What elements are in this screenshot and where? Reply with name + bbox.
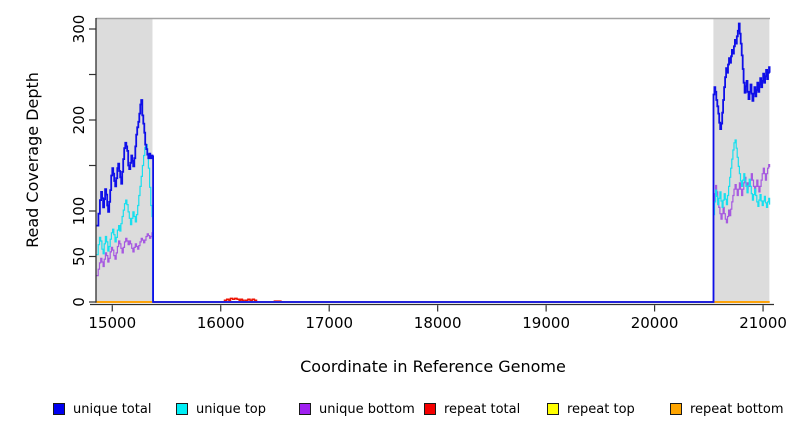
chart-canvas: 15000 16000 17000 18000 19000 20000 21000 0 50 10…	[23, 15, 787, 376]
tick-labels: 15000 16000 17000 18000 19000 20000 21000 0 50 10…	[70, 15, 787, 332]
legend-label: unique top	[196, 401, 267, 417]
legend-item-repeat-bottom: repeat bottom	[670, 399, 784, 419]
legend: unique total unique top unique bottom repea…	[0, 399, 792, 429]
y-tick-label: 300	[70, 15, 88, 44]
legend-item-repeat-top: repeat top	[547, 399, 635, 419]
legend-item-unique-top: unique top	[176, 399, 266, 419]
y-tick-label: 50	[70, 247, 88, 266]
x-tick-label: 16000	[197, 314, 245, 332]
x-tick-label: 17000	[305, 314, 353, 332]
highlight-regions	[96, 19, 770, 303]
x-tick-label: 15000	[88, 314, 136, 332]
legend-swatch	[547, 403, 559, 415]
legend-swatch	[670, 403, 682, 415]
y-axis-title: Read Coverage Depth	[23, 72, 42, 248]
x-axis-title: Coordinate in Reference Genome	[300, 357, 566, 376]
x-tick-label: 21000	[739, 314, 787, 332]
series-line-unique-bottom	[96, 164, 771, 303]
legend-item-unique-total: unique total	[53, 399, 151, 419]
legend-swatch	[176, 403, 188, 415]
legend-swatch	[53, 403, 65, 415]
series-lines	[96, 22, 771, 303]
legend-label: repeat top	[567, 401, 635, 417]
legend-item-unique-bottom: unique bottom	[299, 399, 415, 419]
highlight-region	[713, 19, 770, 303]
legend-item-repeat-total: repeat total	[424, 399, 520, 419]
y-tick-label: 100	[70, 197, 88, 226]
series-line-unique-total	[96, 22, 771, 303]
series-line-unique-top	[96, 139, 771, 303]
legend-swatch	[424, 403, 436, 415]
y-tick-label: 0	[70, 297, 88, 307]
legend-swatch	[299, 403, 311, 415]
x-tick-label: 20000	[631, 314, 679, 332]
x-tick-label: 18000	[414, 314, 462, 332]
axes	[89, 18, 774, 312]
legend-label: unique bottom	[319, 401, 415, 417]
legend-label: repeat bottom	[690, 401, 784, 417]
legend-label: repeat total	[444, 401, 521, 417]
x-tick-label: 19000	[522, 314, 570, 332]
y-tick-label: 200	[70, 106, 88, 135]
legend-label: unique total	[73, 401, 152, 417]
